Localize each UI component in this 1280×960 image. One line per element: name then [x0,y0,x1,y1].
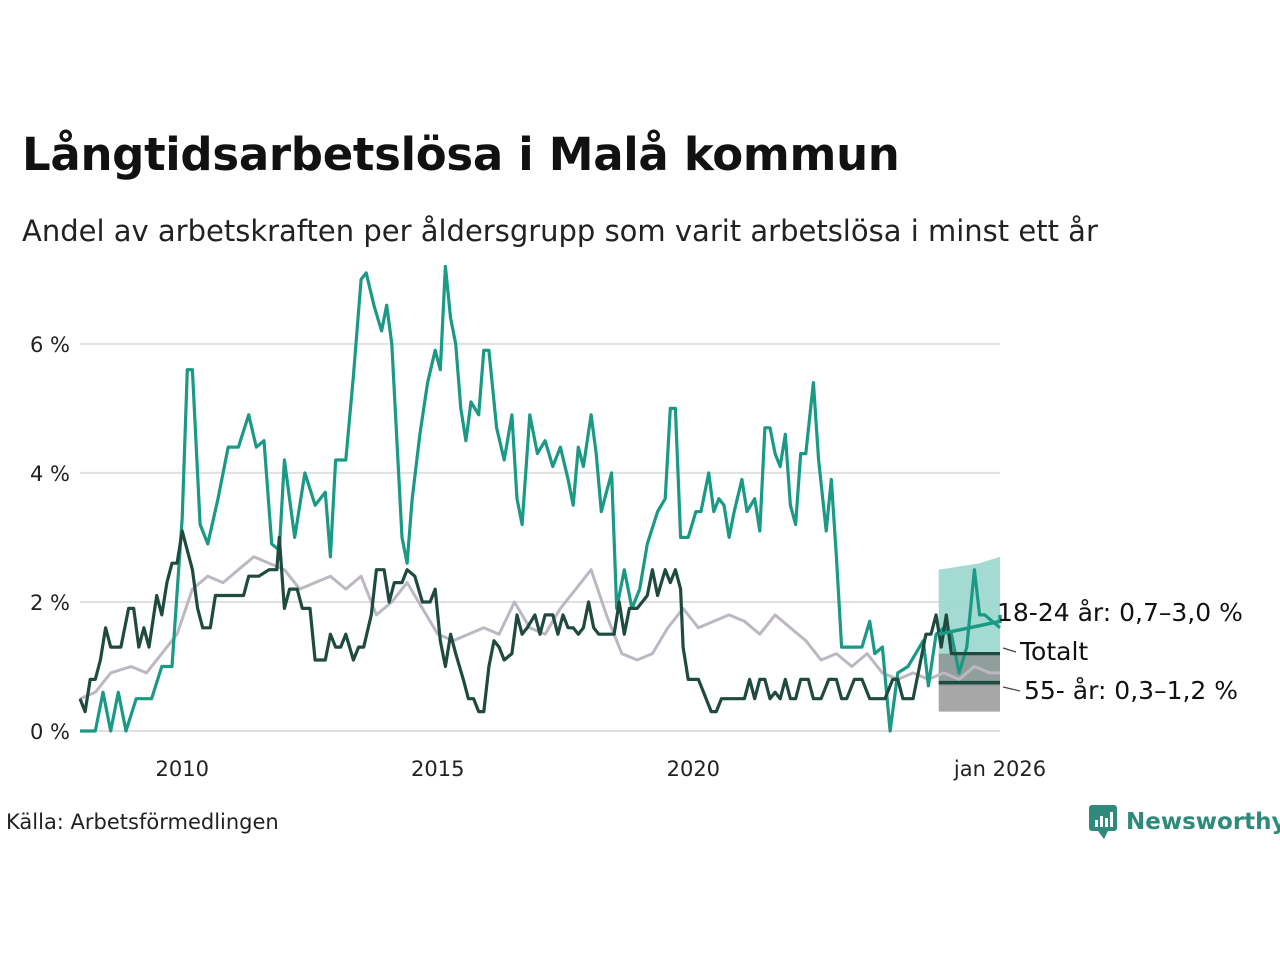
y-tick-label: 6 % [30,333,70,357]
series-label-senior: 55- år: 0,3–1,2 % [1024,676,1238,705]
bar-chart-logo-icon [1089,805,1117,839]
source-note: Källa: Arbetsförmedlingen [6,810,279,834]
brand-name: Newsworthy [1126,809,1280,835]
label-leader-senior [1002,686,1021,692]
series-label-youth: 18-24 år: 0,7–3,0 % [997,598,1243,627]
y-tick-label: 4 % [30,462,70,486]
x-tick-label: 2015 [411,757,464,781]
chart-title: Långtidsarbetslösa i Malå kommun [22,128,900,181]
series-label-total: Totalt [1019,637,1088,666]
label-leader-total [1002,647,1017,653]
x-tick-label: 2010 [155,757,208,781]
brand-logo[interactable]: Newsworthy [1088,804,1280,840]
forecast-line-18-24 [938,614,1002,636]
x-tick-label: jan 2026 [953,757,1046,781]
series-line-senior [78,529,1000,714]
chart-subtitle: Andel av arbetskraften per åldersgrupp s… [22,214,1098,248]
series-line-youth [80,264,1002,733]
y-tick-label: 2 % [30,591,70,615]
y-tick-label: 0 % [30,720,70,744]
series-line-total [79,555,1000,701]
x-tick-label: 2020 [667,757,720,781]
